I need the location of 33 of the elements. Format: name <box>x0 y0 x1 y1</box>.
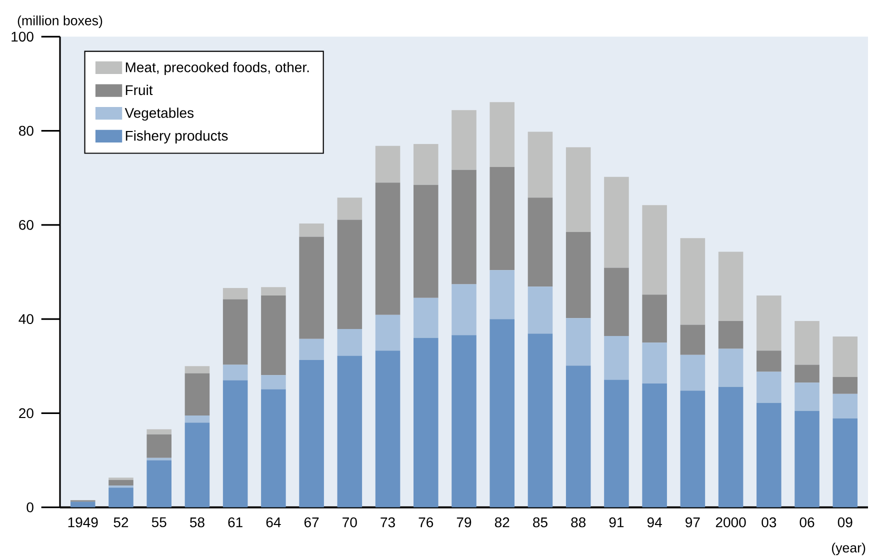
y-tick-label: 100 <box>12 32 34 42</box>
x-tick-label: 67 <box>304 517 319 528</box>
x-tick-label: 88 <box>571 517 586 528</box>
y-axis-title: (million boxes) <box>18 16 102 28</box>
y-tick-label: 20 <box>19 408 34 418</box>
x-tick-label: 94 <box>647 517 662 528</box>
y-tick-label: 60 <box>19 220 34 230</box>
x-tick-label: 70 <box>342 517 357 528</box>
x-tick-label: 64 <box>266 517 281 528</box>
x-tick-label: 85 <box>533 517 548 528</box>
legend-label: Fruit <box>126 84 153 96</box>
x-tick-label: 1949 <box>68 517 98 528</box>
legend-label: Fishery products <box>126 130 228 144</box>
x-tick-label: 97 <box>686 517 700 528</box>
x-tick-label: 91 <box>609 517 624 528</box>
x-tick-label: 09 <box>838 517 852 528</box>
x-tick-label: 58 <box>190 517 204 528</box>
y-tick-label: 40 <box>18 314 34 324</box>
x-tick-label: 73 <box>380 517 395 528</box>
x-tick-label: 76 <box>418 517 434 528</box>
x-tick-label: 06 <box>800 517 814 528</box>
legend-label: Vegetables <box>124 108 194 121</box>
x-tick-label: 61 <box>228 517 242 528</box>
y-tick-label: 80 <box>18 126 34 136</box>
x-tick-label: 55 <box>152 517 166 528</box>
x-tick-label: 82 <box>494 517 510 528</box>
x-tick-label: 2000 <box>716 517 746 528</box>
x-axis-title: (year) <box>832 542 866 556</box>
legend-label: Meat, precooked foods, other. <box>126 62 309 76</box>
x-tick-label: 79 <box>456 517 472 528</box>
x-tick-label: 03 <box>762 517 776 528</box>
y-tick-label: 0 <box>26 502 34 512</box>
x-tick-label: 52 <box>114 517 128 528</box>
